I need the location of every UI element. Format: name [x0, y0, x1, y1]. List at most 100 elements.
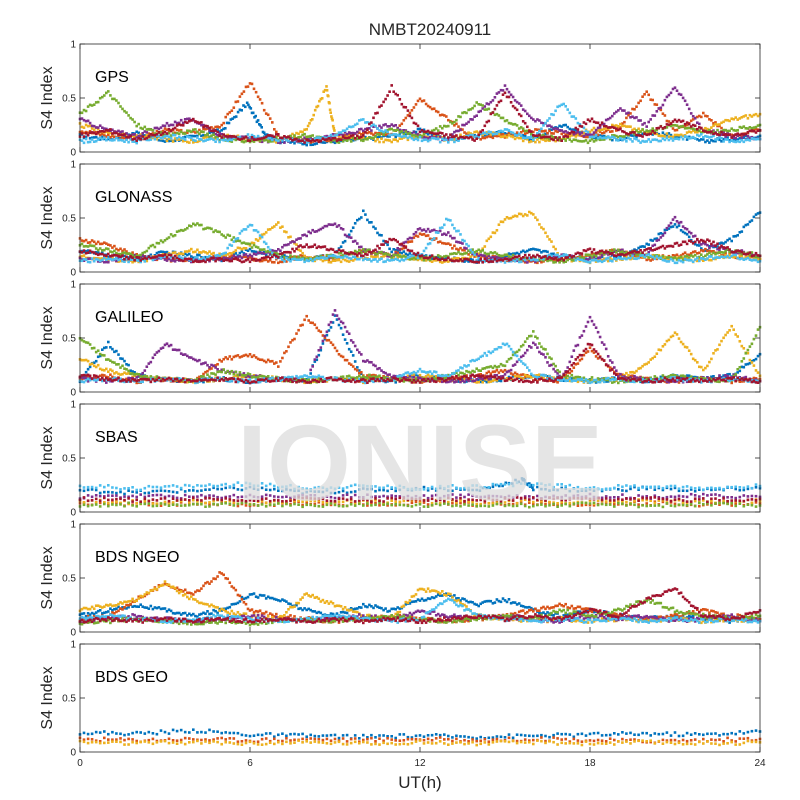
data-point: [487, 237, 491, 241]
data-point: [414, 134, 418, 138]
data-point: [309, 256, 312, 259]
data-point: [80, 125, 84, 129]
data-point: [584, 249, 588, 253]
data-point: [517, 112, 521, 116]
data-point: [637, 101, 640, 105]
data-point: [550, 125, 553, 129]
data-point: [526, 256, 529, 260]
data-point: [372, 136, 375, 140]
data-point: [511, 215, 515, 218]
data-point: [105, 254, 108, 257]
data-point: [279, 256, 282, 260]
data-point: [364, 250, 367, 253]
data-point: [258, 251, 262, 255]
data-point: [685, 258, 689, 262]
data-point: [501, 93, 505, 96]
data-point: [501, 133, 505, 136]
data-point: [566, 108, 569, 111]
data-point: [341, 254, 345, 257]
data-point: [706, 135, 709, 138]
data-point: [271, 226, 274, 229]
data-point: [665, 95, 669, 99]
data-point: [625, 132, 628, 135]
data-point: [635, 253, 638, 257]
data-point: [279, 139, 282, 143]
data-point: [558, 261, 561, 264]
data-point: [734, 253, 737, 257]
data-point: [499, 129, 503, 133]
data-point: [530, 256, 533, 259]
data-point: [542, 133, 545, 137]
data-point: [339, 252, 343, 255]
data-point: [746, 127, 750, 130]
data-point: [519, 104, 523, 107]
data-point: [602, 122, 606, 126]
data-point: [333, 138, 337, 142]
data-point: [351, 135, 355, 139]
data-point: [192, 117, 195, 121]
data-point: [438, 125, 442, 128]
data-point: [645, 253, 648, 257]
data-point: [115, 131, 118, 135]
data-point: [586, 141, 590, 145]
data-point: [283, 260, 286, 263]
data-point: [473, 250, 476, 254]
data-point: [226, 258, 229, 262]
data-point: [671, 259, 675, 262]
data-point: [600, 128, 604, 131]
data-point: [268, 248, 272, 252]
data-point: [315, 230, 319, 233]
data-point: [400, 102, 404, 106]
data-point: [190, 258, 193, 261]
data-point: [449, 120, 452, 124]
data-point: [157, 254, 161, 257]
data-point: [722, 140, 725, 143]
data-point: [687, 256, 691, 259]
data-point: [675, 120, 679, 123]
data-point: [107, 131, 110, 134]
data-point: [445, 115, 448, 118]
data-point: [392, 124, 395, 128]
data-point: [625, 255, 628, 259]
data-point: [491, 251, 495, 255]
data-point: [509, 258, 513, 261]
data-point: [455, 256, 458, 260]
data-point: [111, 256, 114, 260]
data-point: [183, 138, 187, 141]
data-point: [364, 137, 367, 141]
data-point: [327, 260, 331, 264]
data-point: [523, 213, 527, 216]
data-point: [627, 125, 630, 128]
data-point: [343, 253, 347, 256]
data-point: [131, 118, 134, 121]
data-point: [236, 246, 240, 250]
data-point: [177, 121, 181, 125]
data-point: [588, 135, 592, 139]
data-point: [374, 139, 377, 143]
data-point: [422, 254, 426, 258]
data-point: [246, 136, 250, 140]
data-point: [619, 137, 622, 140]
data-point: [281, 260, 284, 264]
data-point: [647, 243, 650, 246]
data-point: [372, 225, 375, 229]
data-point: [617, 256, 620, 259]
data-point: [536, 132, 539, 135]
data-point: [738, 231, 742, 234]
data-point: [704, 114, 707, 118]
data-point: [475, 137, 478, 140]
data-point: [157, 250, 161, 254]
data-point: [322, 90, 325, 93]
data-point: [635, 135, 638, 139]
data-point: [293, 257, 296, 261]
data-point: [687, 235, 691, 239]
data-point: [183, 252, 187, 255]
data-point: [752, 254, 756, 257]
data-point: [111, 97, 114, 101]
data-point: [493, 113, 497, 117]
data-point: [647, 120, 650, 124]
data-point: [619, 255, 622, 258]
data-point: [473, 134, 476, 137]
data-point: [698, 134, 701, 138]
data-point: [655, 128, 659, 132]
